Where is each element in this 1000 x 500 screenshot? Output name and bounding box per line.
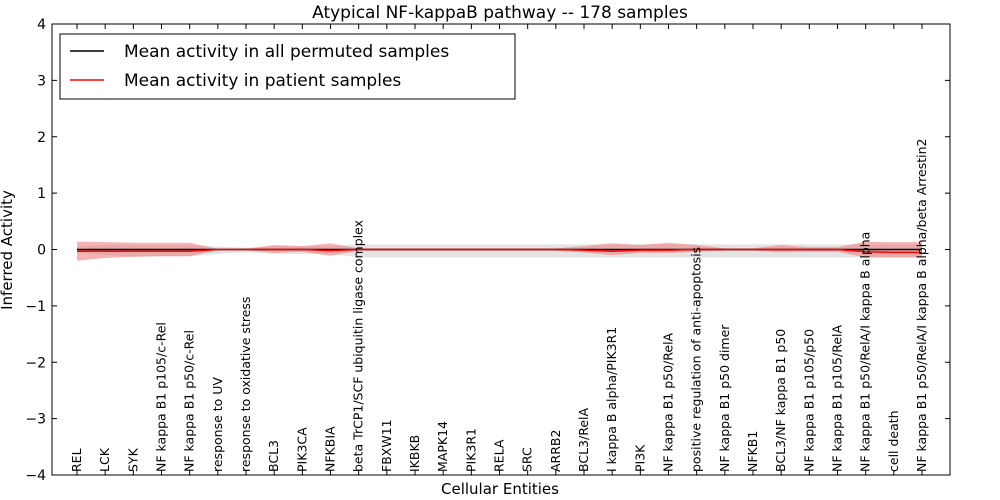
x-tick-label: PIK3R1: [463, 428, 478, 472]
x-tick-label: NF kappa B1 p105/p50: [801, 329, 816, 472]
plot-frame: [51, 23, 951, 476]
y-tick-label: −1: [25, 299, 46, 315]
x-tick-label: NF kappa B1 p50 dimer: [717, 324, 732, 472]
x-tick-label: PIK3CA: [294, 427, 309, 472]
x-tick-label: BCL3: [266, 440, 281, 472]
band-series-1: [77, 241, 922, 261]
x-axis-tick-labels: REL LCK SYK NF kappa B1 p105/c-Rel NF kappa …: [69, 24, 929, 475]
y-tick-label: −4: [25, 468, 46, 484]
y-tick-label: 3: [37, 73, 46, 89]
x-tick-label: PI3K: [632, 444, 647, 472]
x-tick-label: REL: [69, 448, 84, 472]
legend-label-permuted: Mean activity in all permuted samples: [124, 42, 449, 62]
x-axis-label: Cellular Entities: [441, 480, 559, 498]
x-tick-label: NF kappa B1 p50/c-Rel: [182, 330, 197, 472]
x-tick-label: ARRB2: [548, 430, 563, 472]
legend-label-patient: Mean activity in patient samples: [124, 71, 401, 91]
x-tick-label: NF kappa B1 p50/RelA/I kappa B alpha/bet…: [914, 139, 929, 473]
y-tick-label: 2: [37, 130, 46, 146]
x-tick-label: LCK: [97, 447, 112, 472]
x-tick-label: NFKBIA: [323, 426, 338, 472]
x-tick-label: I kappa B alpha/PIK3R1: [604, 327, 619, 472]
x-tick-label: SYK: [125, 447, 140, 472]
series-lines: [77, 248, 922, 254]
x-tick-label: NF kappa B1 p105/c-Rel: [154, 322, 169, 472]
x-tick-label: RELA: [492, 439, 507, 472]
x-tick-label: cell death: [886, 410, 901, 472]
x-tick-label: beta TrCP1/SCF ubiquitin ligase complex: [351, 220, 366, 472]
x-tick-label: NF kappa B1 p50/RelA/I kappa B alpha: [858, 232, 873, 472]
x-tick-label: NF kappa B1 p105/RelA: [830, 325, 845, 472]
x-tick-label: NFKB1: [745, 431, 760, 472]
confidence-bands: [77, 241, 922, 261]
x-tick-label: positive regulation of anti-apoptosis: [689, 247, 704, 472]
x-tick-label: BCL3/NF kappa B1 p50: [773, 329, 788, 472]
x-tick-label: BCL3/RelA: [576, 408, 591, 472]
x-tick-label: MAPK14: [435, 421, 450, 472]
x-tick-label: SRC: [520, 447, 535, 472]
y-axis-ticks: −4 −3 −2 −1 0 1 2 3 4: [25, 17, 950, 484]
x-tick-label: response to oxidative stress: [238, 297, 253, 472]
x-tick-label: NF kappa B1 p50/RelA: [661, 332, 676, 472]
x-tick-label: response to UV: [210, 377, 225, 472]
x-tick-label: FBXW11: [379, 419, 394, 472]
chart-title: Atypical NF-kappaB pathway -- 178 sample…: [312, 3, 688, 23]
y-axis-label: Inferred Activity: [0, 190, 16, 310]
legend: Mean activity in all permuted samples Me…: [59, 33, 516, 100]
y-tick-label: 0: [37, 243, 46, 259]
legend-box: [59, 33, 516, 100]
x-tick-label: IKBKB: [407, 435, 422, 472]
y-tick-label: 4: [37, 17, 46, 33]
y-tick-label: −3: [25, 412, 46, 428]
y-tick-label: 1: [37, 186, 46, 202]
y-tick-label: −2: [25, 355, 46, 371]
line-series-1: [77, 248, 922, 254]
